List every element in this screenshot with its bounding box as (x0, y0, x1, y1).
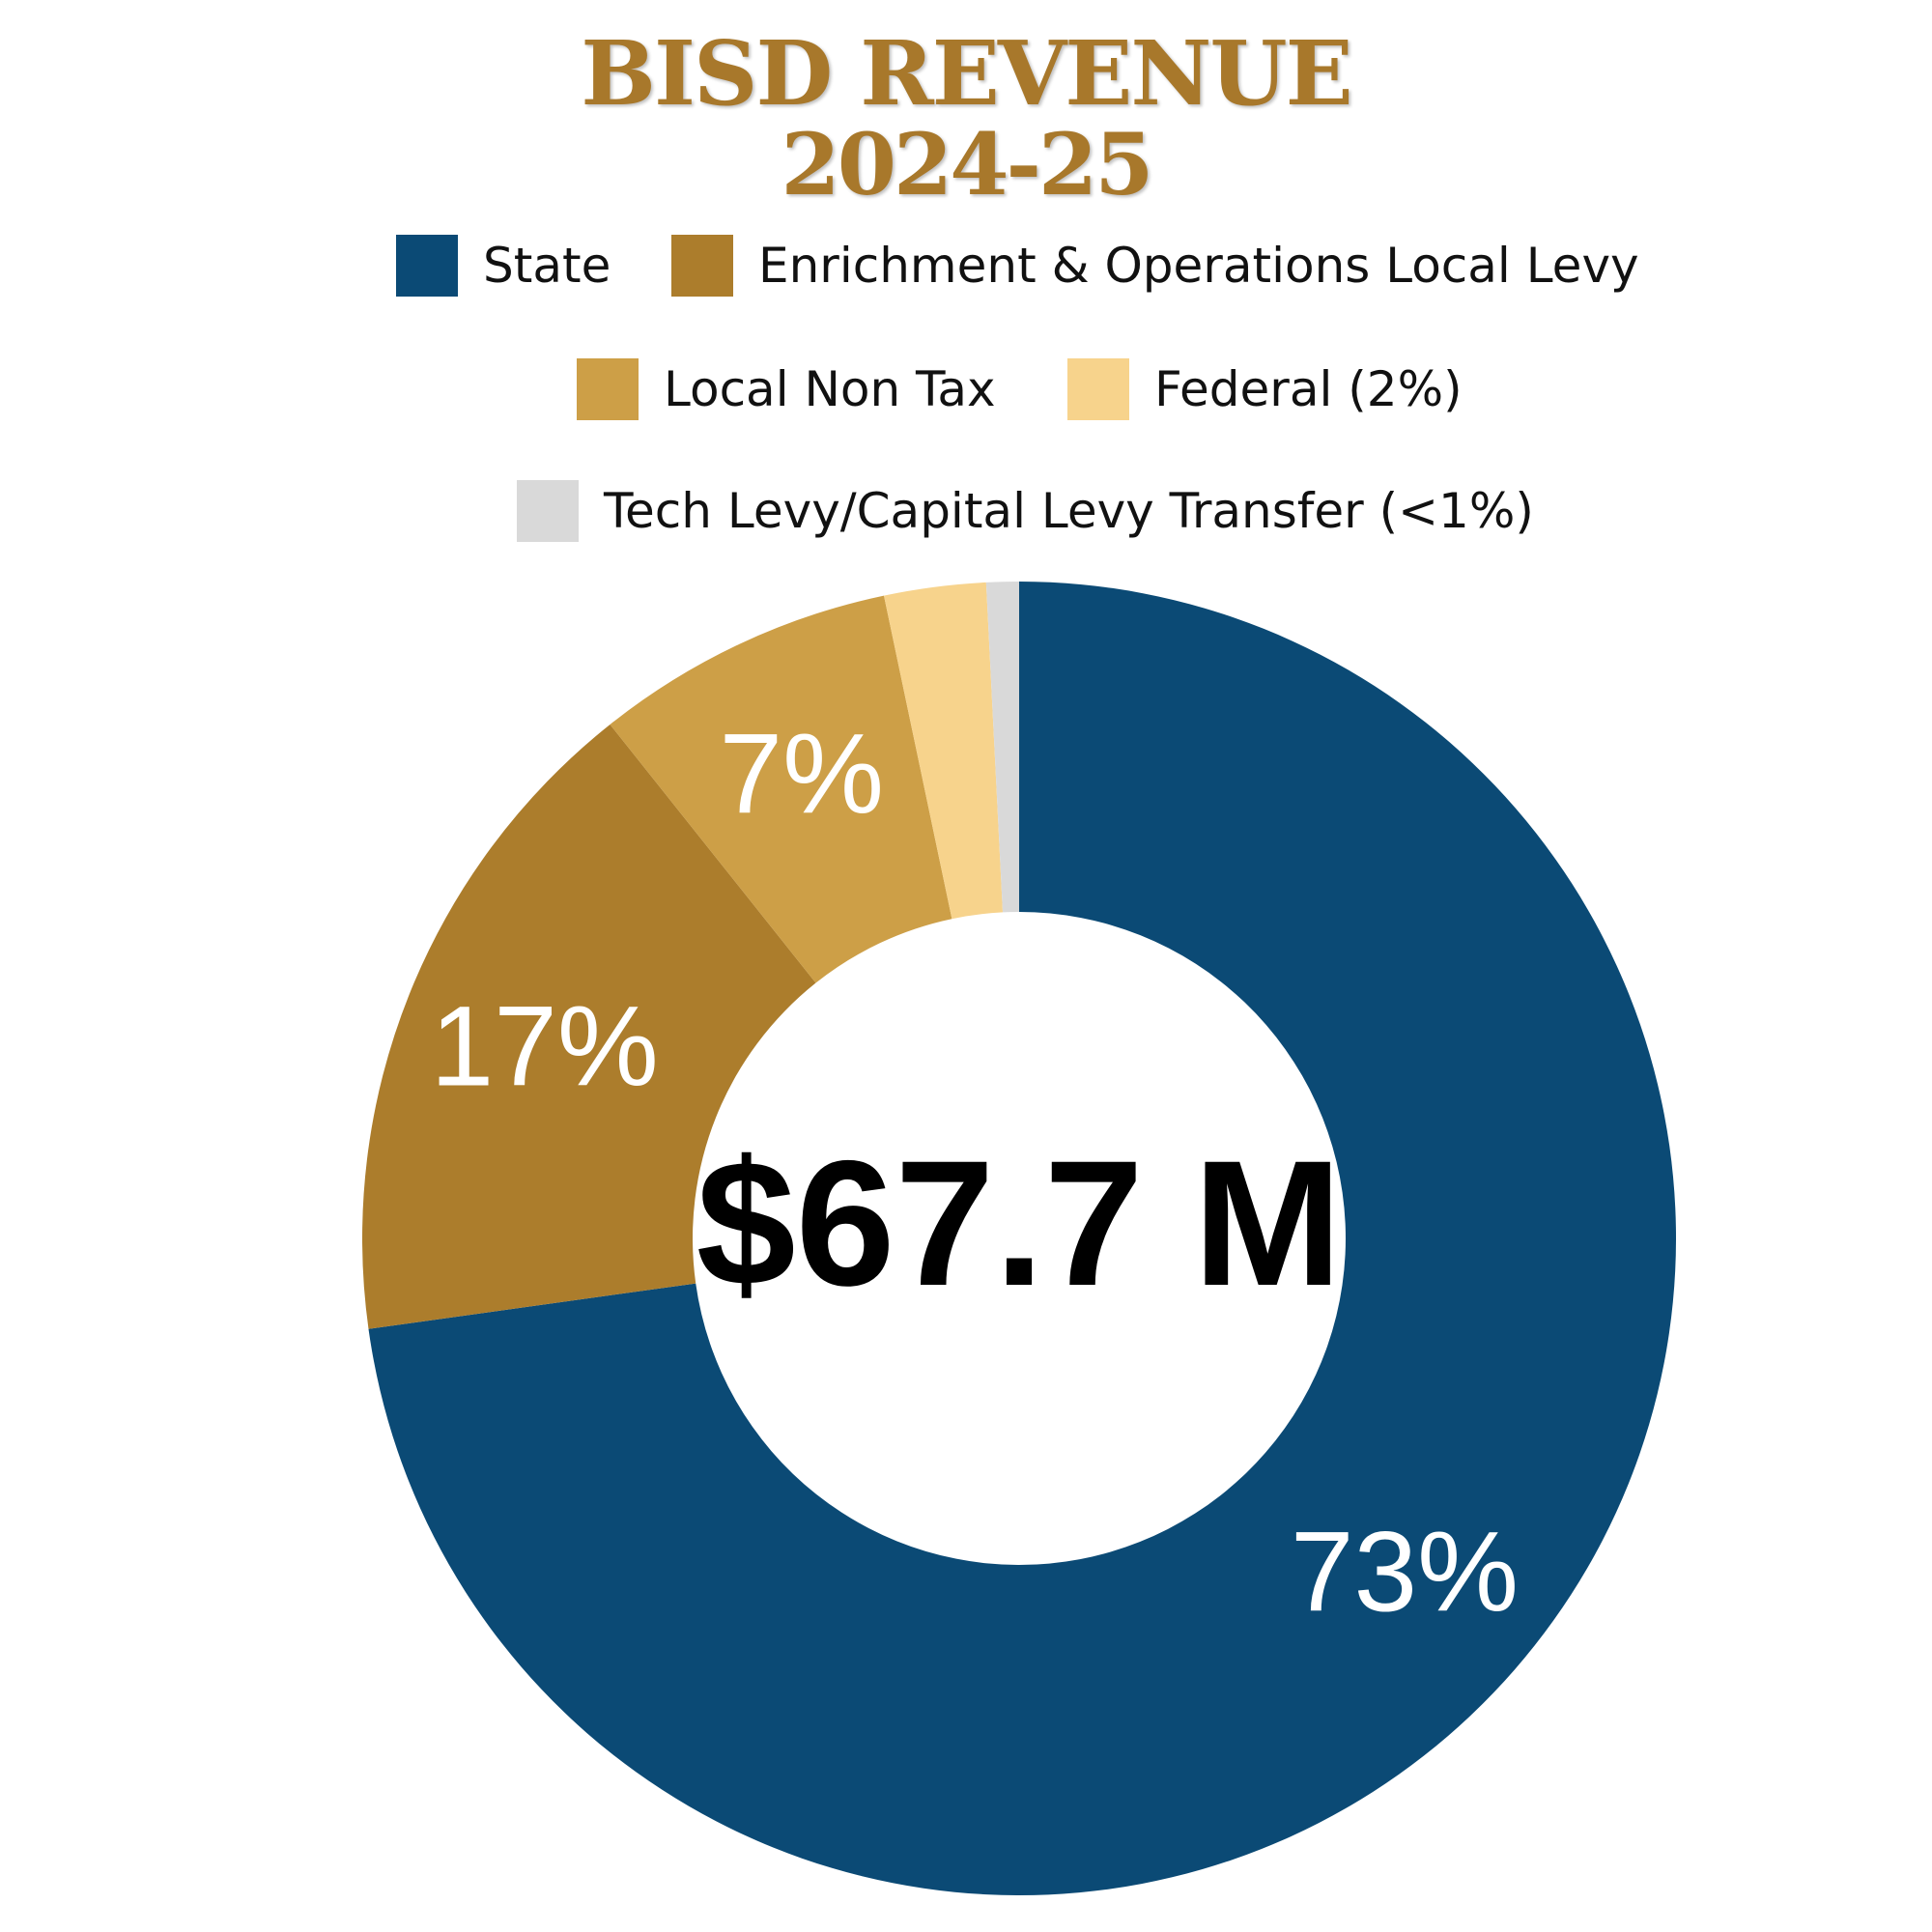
legend-item-enrichment-operations: Enrichment & Operations Local Levy (671, 234, 1639, 298)
legend-swatch-tech-levy (517, 480, 579, 542)
legend-label-federal: Federal (2%) (1154, 361, 1463, 417)
legend-label-enrichment-operations: Enrichment & Operations Local Levy (758, 238, 1639, 294)
data-label-state: 73% (1291, 1508, 1519, 1635)
legend-item-federal: Federal (2%) (1067, 357, 1463, 421)
legend-label-state: State (483, 238, 611, 294)
slice-local-non-tax (610, 595, 952, 983)
chart-subtitle: 2024-25 (781, 114, 1154, 214)
chart-title: BISD REVENUE (581, 21, 1353, 126)
legend-item-local-non-tax: Local Non Tax (577, 357, 996, 421)
slice-tech-levy-capital-levy-transfer-1 (985, 582, 1019, 913)
legend-label-local-non-tax: Local Non Tax (664, 361, 996, 417)
legend-swatch-federal (1067, 358, 1129, 420)
slice-enrichment-operations-local-levy (362, 724, 816, 1329)
data-label-local-non-tax: 7% (719, 710, 884, 838)
center-total-label: $67.7 M (696, 1124, 1342, 1323)
data-label-enrichment-operations-local-levy: 17% (431, 983, 659, 1111)
legend-swatch-enrichment-operations (671, 235, 733, 297)
legend-swatch-state (396, 235, 458, 297)
legend-item-state: State (396, 234, 611, 298)
slice-federal-2 (884, 582, 1004, 920)
legend-item-tech-levy: Tech Levy/Capital Levy Transfer (<1%) (517, 479, 1534, 543)
slice-state (368, 582, 1677, 1896)
legend-label-tech-levy: Tech Levy/Capital Levy Transfer (<1%) (604, 483, 1534, 539)
legend-swatch-local-non-tax (577, 358, 639, 420)
